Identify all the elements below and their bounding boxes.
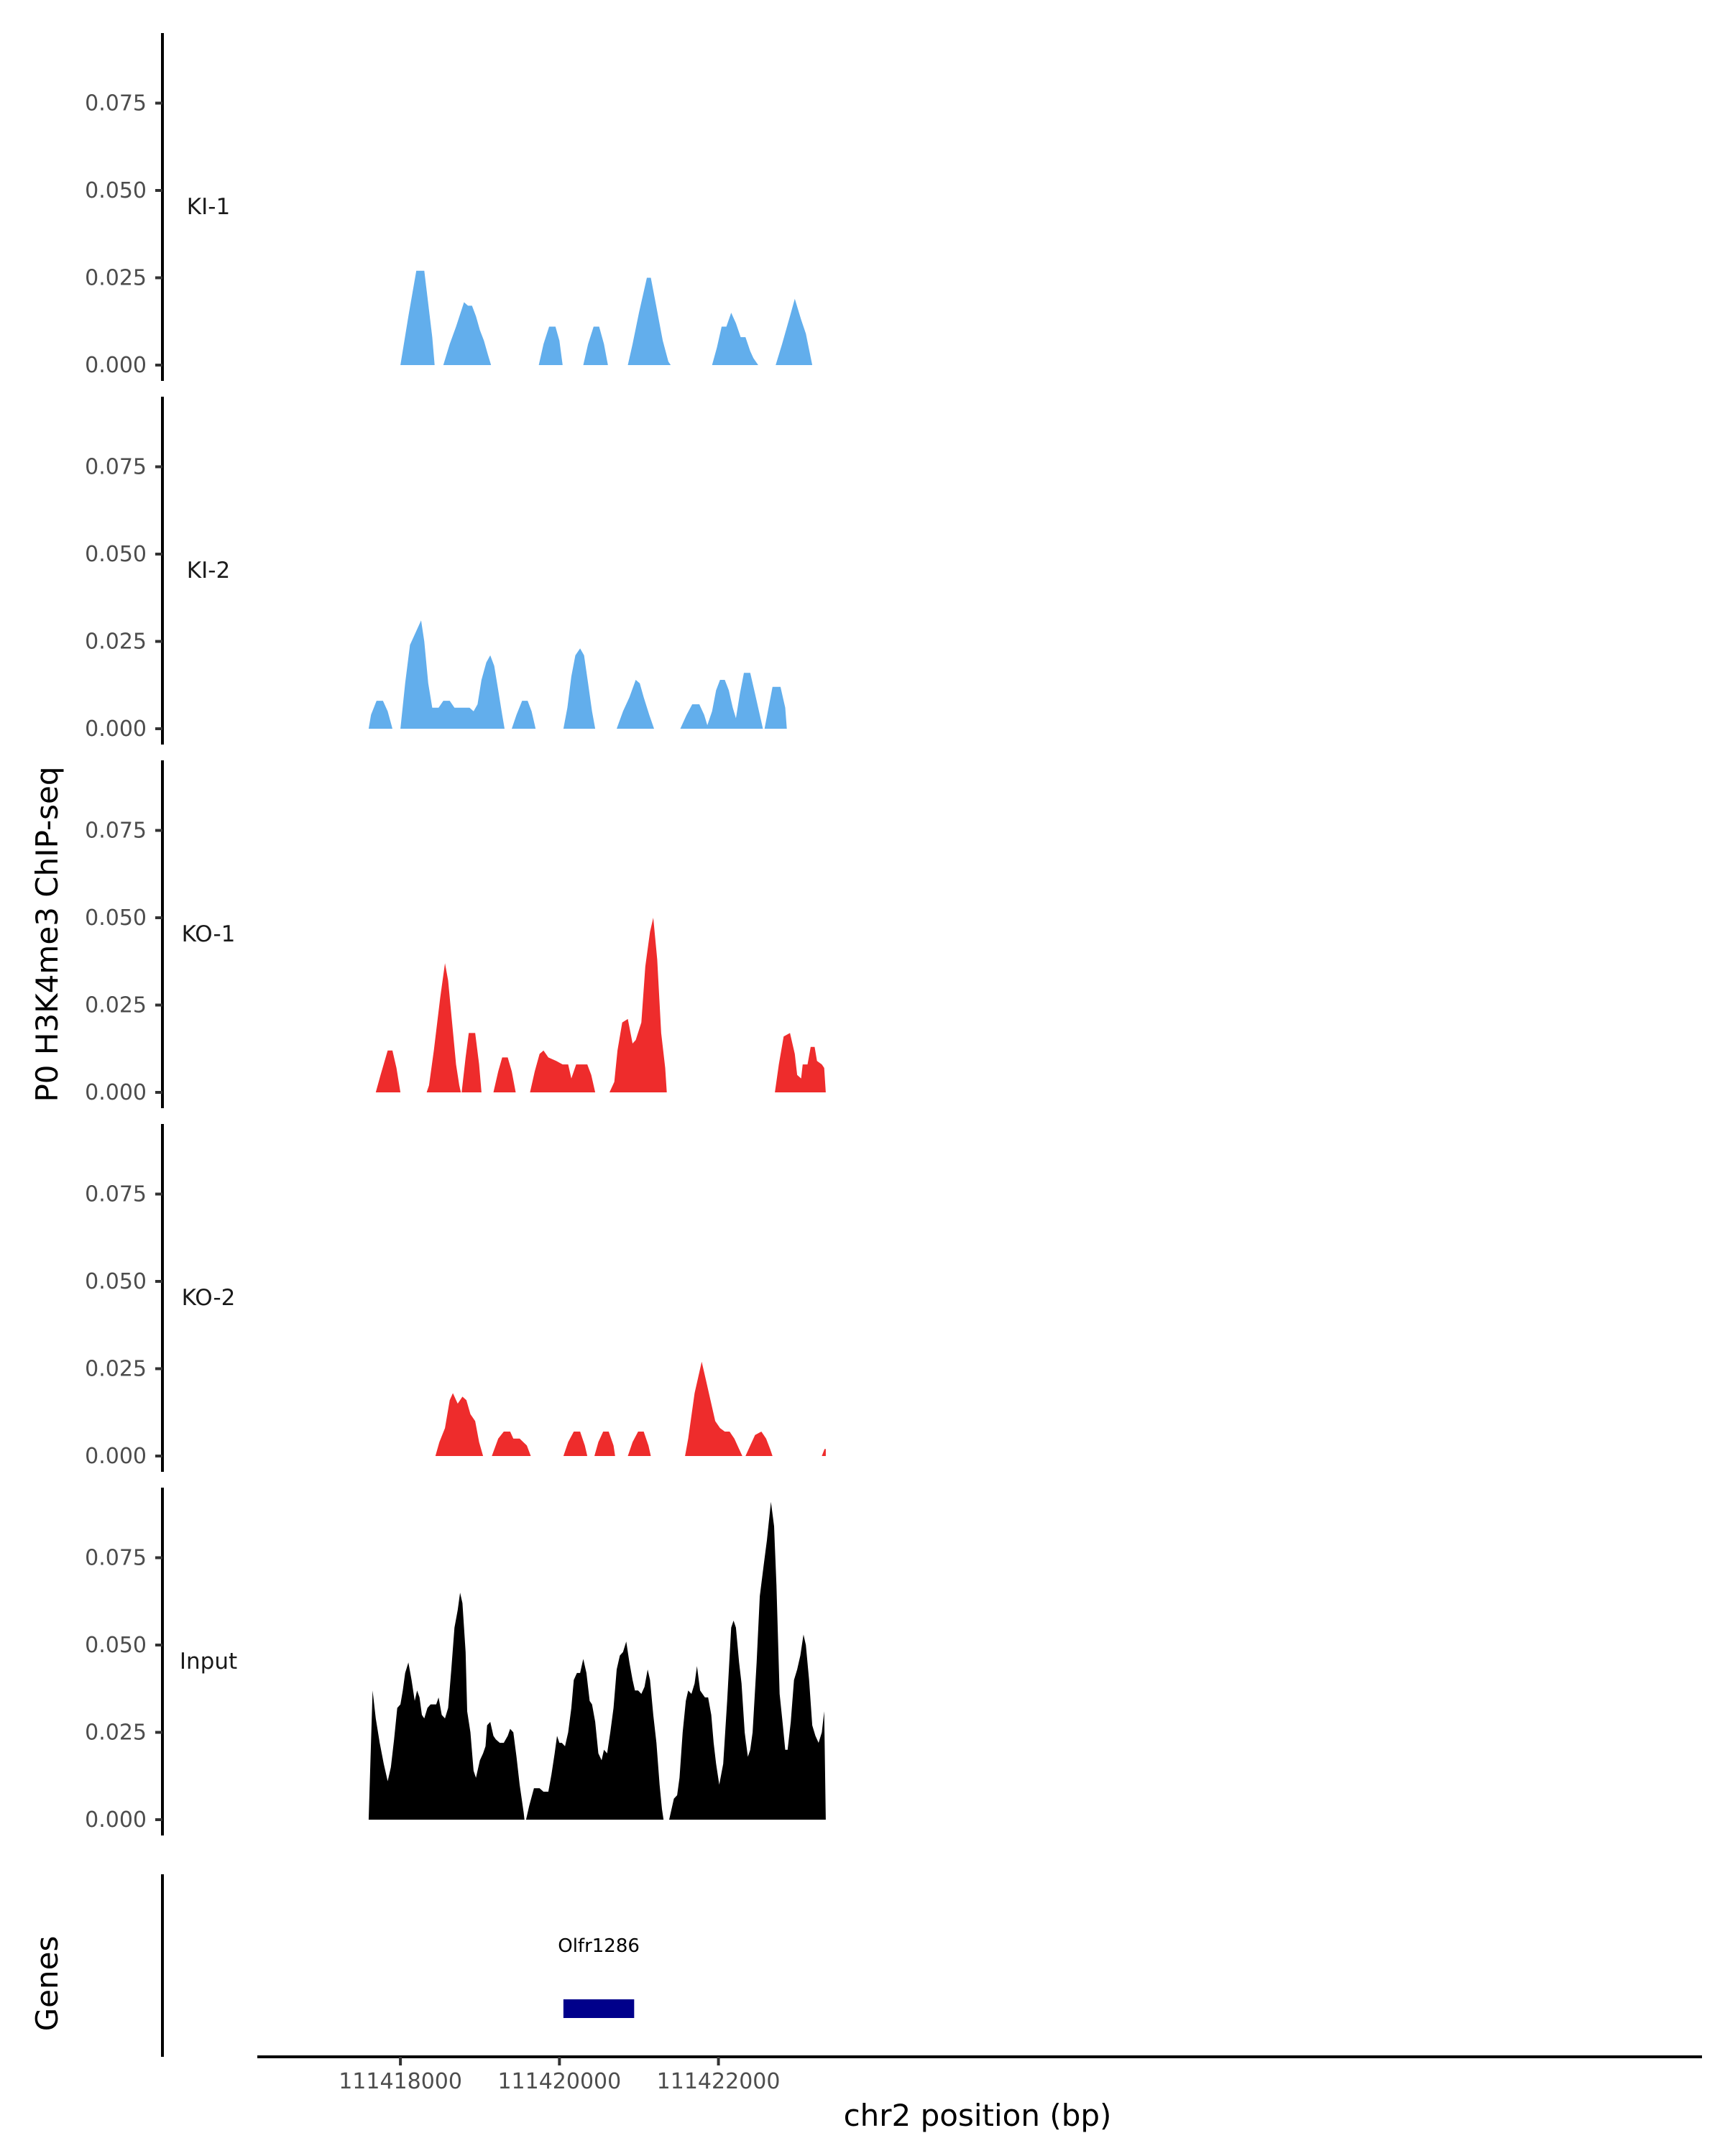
y-tick-label: 0.025: [85, 1720, 147, 1746]
signal-area: [435, 1393, 484, 1456]
signal-area: [627, 1432, 651, 1456]
signal-area: [512, 701, 536, 729]
signal-area: [493, 1057, 516, 1092]
signal-area: [627, 277, 671, 365]
y-tick-label: 0.075: [85, 1546, 147, 1571]
y-tick-label: 0.000: [85, 353, 147, 378]
x-axis: 111418000 111420000 111422000: [257, 2055, 1702, 2094]
signal-area: [669, 1501, 826, 1820]
y-tick-label: 0.025: [85, 1357, 147, 1382]
y-tick-label: 0.025: [85, 266, 147, 291]
signal-area: [400, 270, 435, 365]
gene-label: Olfr1286: [558, 1935, 640, 1957]
signal-area: [530, 1050, 596, 1092]
track-input: 0.000 0.025 0.050 0.075 Input: [85, 1488, 826, 1835]
x-tick-label: 111418000: [339, 2069, 462, 2094]
signal-area: [400, 620, 505, 729]
y-tick-label: 0.050: [85, 542, 147, 567]
y-tick-label: 0.050: [85, 178, 147, 203]
track-ki-2: 0.000 0.025 0.050 0.075 KI-2: [85, 397, 787, 745]
signal-area: [776, 298, 813, 365]
y-tick-label: 0.000: [85, 717, 147, 742]
signal-area: [583, 326, 608, 365]
y-tick-label: 0.050: [85, 1269, 147, 1294]
track-label: Input: [180, 1649, 237, 1674]
y-tick-label: 0.025: [85, 630, 147, 655]
x-axis-title: chr2 position (bp): [844, 2098, 1112, 2133]
track-label: KI-2: [187, 558, 230, 584]
signal-area: [563, 648, 596, 729]
track-label: KI-1: [187, 194, 230, 220]
signal-area: [461, 1033, 482, 1092]
signal-area: [443, 302, 492, 365]
x-tick-label: 111422000: [657, 2069, 781, 2094]
signal-area: [492, 1432, 531, 1456]
track-ko-1: 0.000 0.025 0.050 0.075 KO-1: [85, 760, 826, 1108]
genes-panel: Olfr1286: [161, 1874, 640, 2057]
y-tick-label: 0.075: [85, 1182, 147, 1207]
signal-area: [617, 680, 654, 729]
signal-area: [775, 1033, 826, 1092]
signal-area: [368, 1593, 525, 1820]
x-tick-label: 111420000: [497, 2069, 621, 2094]
y-tick-label: 0.000: [85, 1807, 147, 1833]
y-tick-label: 0.075: [85, 455, 147, 480]
gene-bar: [563, 1999, 635, 2018]
track-label: KO-1: [182, 921, 236, 947]
y-tick-label: 0.000: [85, 1444, 147, 1469]
signal-area: [764, 686, 787, 729]
signal-area: [680, 673, 763, 729]
signal-area: [525, 1641, 664, 1820]
signal-area: [368, 701, 392, 729]
signal-area: [375, 1050, 401, 1092]
genes-panel-title: Genes: [29, 1936, 65, 2032]
signal-area: [712, 313, 758, 365]
y-tick-label: 0.050: [85, 1633, 147, 1658]
signal-area: [685, 1361, 742, 1456]
y-tick-label: 0.000: [85, 1080, 147, 1105]
tracks-layer: 0.0000.0250.0500.075KI-10.0000.0250.0500…: [85, 33, 826, 1835]
signal-area: [563, 1432, 588, 1456]
track-ko-2: 0.000 0.025 0.050 0.075 KO-2: [85, 1124, 826, 1472]
signal-area: [745, 1432, 773, 1456]
y-axis-title: P0 H3K4me3 ChIP-seq: [29, 766, 65, 1102]
y-tick-label: 0.075: [85, 91, 147, 116]
signal-area: [822, 1449, 826, 1456]
y-tick-label: 0.050: [85, 906, 147, 931]
y-tick-label: 0.075: [85, 819, 147, 844]
signal-area: [426, 963, 461, 1092]
y-tick-label: 0.025: [85, 993, 147, 1018]
track-ki-1: 0.000 0.025 0.050 0.075 KI-1: [85, 33, 813, 381]
signal-area: [610, 918, 667, 1092]
signal-area: [594, 1432, 615, 1456]
track-label: KO-2: [182, 1285, 236, 1311]
signal-area: [538, 326, 563, 365]
